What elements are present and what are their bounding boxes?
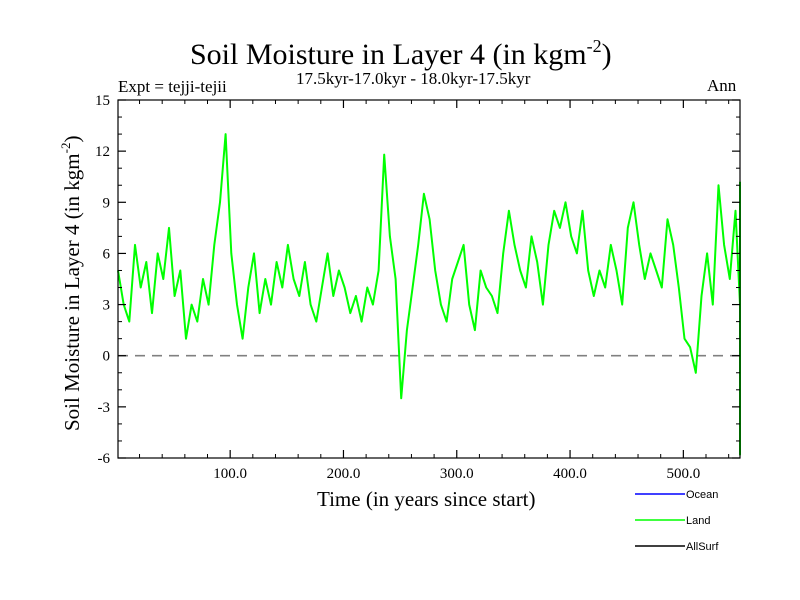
y-tick-label: -3	[98, 400, 111, 416]
series-line-land	[117, 133, 741, 456]
y-tick-label: 15	[95, 93, 110, 109]
chart-title-superscript: -2	[587, 36, 602, 56]
x-tick-label: 400.0	[553, 466, 587, 482]
y-tick-label: 3	[103, 298, 111, 314]
x-tick-label: 500.0	[666, 466, 700, 482]
axis-ticks: -6 -3 0 3 6 9 12 15 100.0 200.0 300.0 400.0 500.0	[95, 93, 740, 482]
chart-title: Soil Moisture in Layer 4 (in kgm-2)	[190, 36, 612, 71]
y-tick-label: -6	[98, 451, 111, 467]
y-axis-label: Soil Moisture in Layer 4 (in kgm-2)	[58, 136, 84, 431]
legend-label-allsurf: AllSurf	[686, 541, 719, 553]
x-axis-label: Time (in years since start)	[317, 487, 536, 511]
chart-subtitle: 17.5kyr-17.0kyr - 18.0kyr-17.5kyr	[296, 69, 531, 88]
season-label: Ann	[707, 76, 737, 95]
x-tick-label: 100.0	[213, 466, 247, 482]
expt-label: Expt = tejji-tejii	[118, 77, 227, 96]
legend-label-ocean: Ocean	[686, 489, 718, 501]
x-tick-label: 300.0	[440, 466, 474, 482]
legend-label-land: Land	[686, 515, 710, 527]
legend: Ocean Land AllSurf	[635, 489, 719, 553]
y-tick-label: 6	[103, 246, 111, 262]
x-tick-label: 200.0	[327, 466, 361, 482]
plot-frame	[117, 99, 741, 459]
y-tick-label: 12	[95, 144, 110, 160]
y-tick-label: 0	[103, 349, 111, 365]
y-tick-label: 9	[103, 195, 111, 211]
